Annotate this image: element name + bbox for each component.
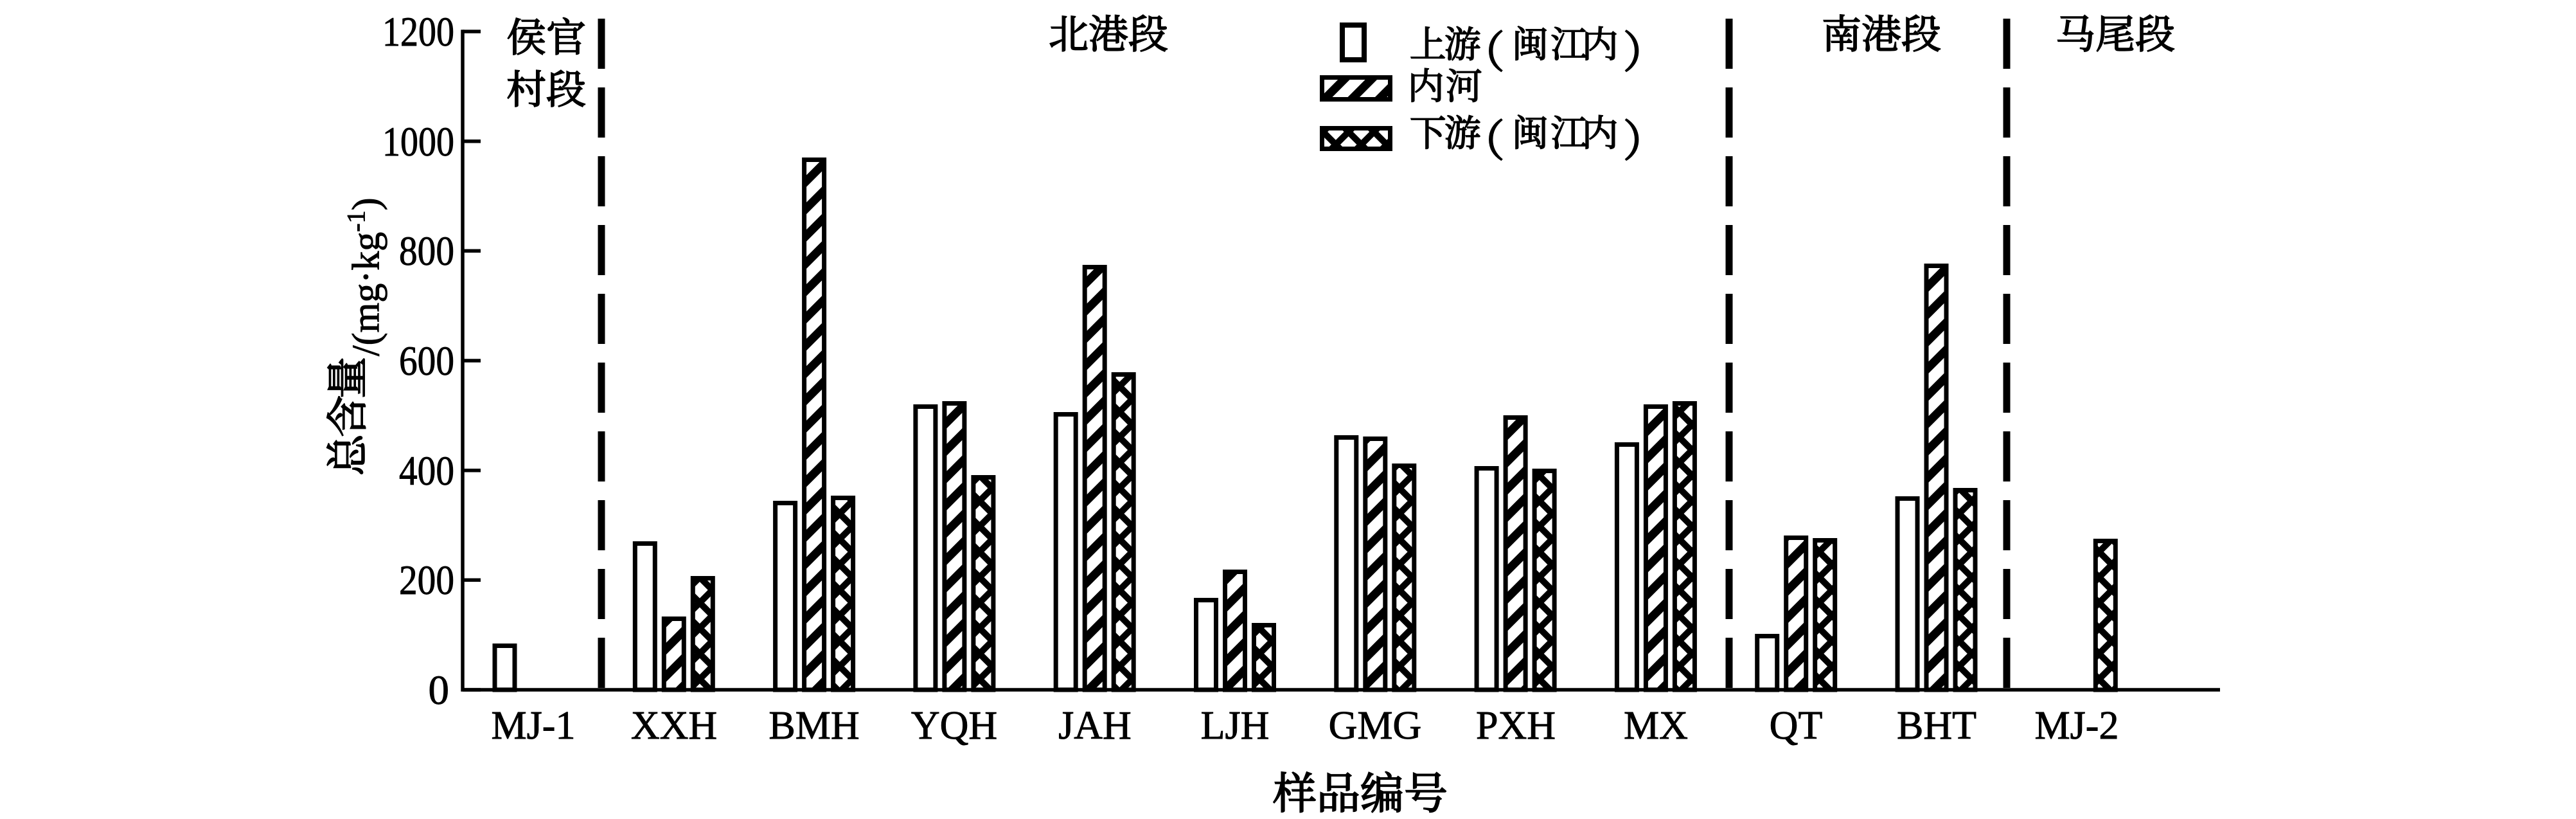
svg-text:0: 0 xyxy=(429,667,450,714)
svg-text:GMG: GMG xyxy=(1329,704,1422,748)
svg-text:PXH: PXH xyxy=(1476,704,1556,748)
svg-text:QT: QT xyxy=(1770,704,1823,748)
svg-text:MX: MX xyxy=(1624,704,1688,748)
svg-text:BMH: BMH xyxy=(768,704,859,748)
svg-text:BHT: BHT xyxy=(1897,704,1976,748)
svg-text:YQH: YQH xyxy=(911,704,997,748)
svg-text:600: 600 xyxy=(399,338,454,384)
svg-text:200: 200 xyxy=(399,557,454,604)
svg-text:JAH: JAH xyxy=(1058,704,1132,748)
svg-text:1200: 1200 xyxy=(382,9,454,55)
svg-text:LJH: LJH xyxy=(1201,704,1270,748)
svg-text:MJ-1: MJ-1 xyxy=(492,704,576,748)
svg-text:MJ-2: MJ-2 xyxy=(2035,704,2119,748)
svg-text:400: 400 xyxy=(399,448,454,494)
svg-text:/(mg·kg-1): /(mg·kg-1) xyxy=(342,197,387,356)
svg-text:XXH: XXH xyxy=(631,704,717,748)
svg-text:1000: 1000 xyxy=(382,119,454,165)
svg-text:800: 800 xyxy=(399,228,454,274)
